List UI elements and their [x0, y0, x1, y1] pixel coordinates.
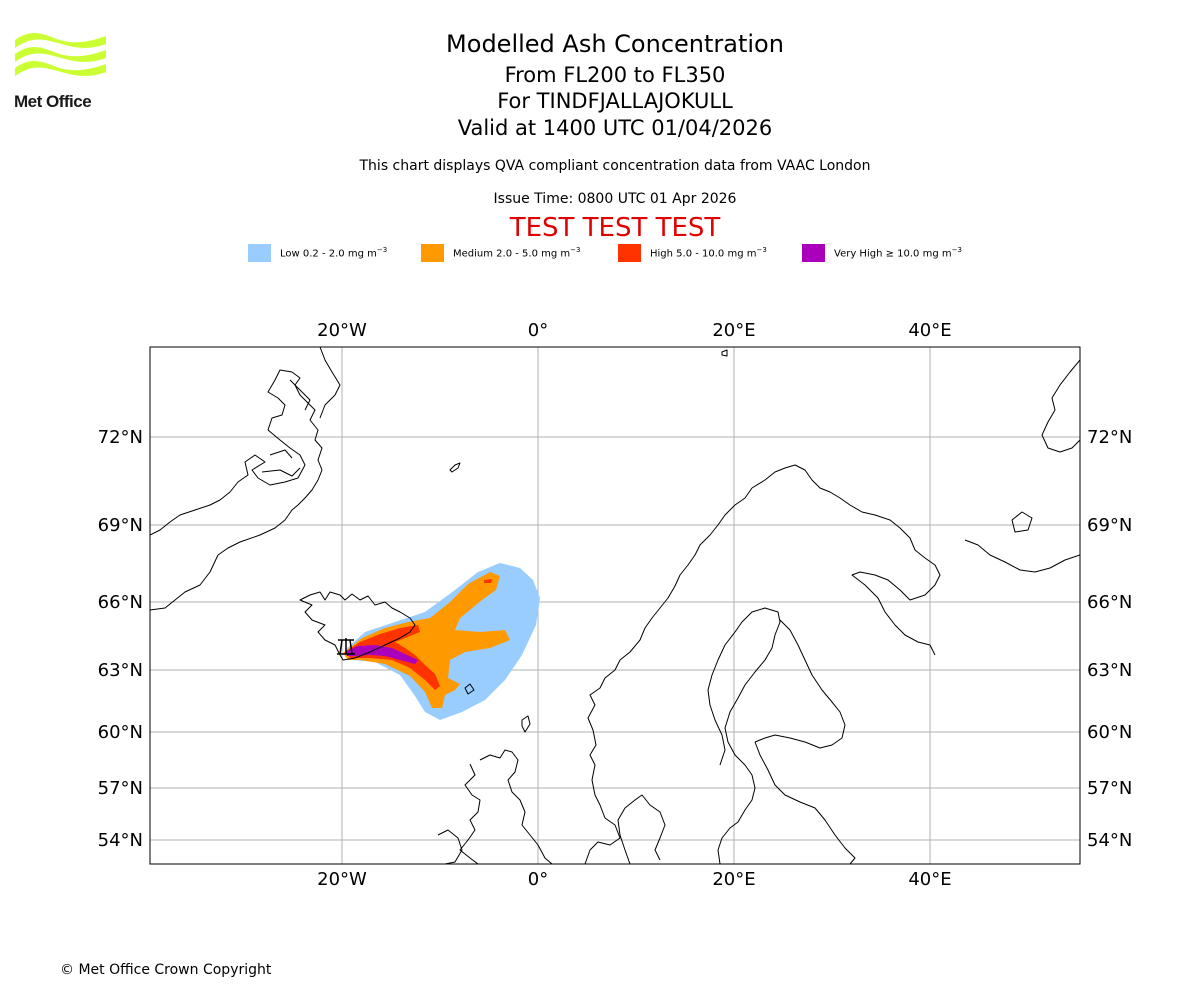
coastlines	[150, 347, 1080, 864]
coast-iceland	[299, 591, 416, 661]
lat-label-right-72n: 72°N	[1087, 427, 1132, 448]
issue-time: Issue Time: 0800 UTC 01 Apr 2026	[493, 191, 737, 207]
met-office-logo: Met Office	[14, 30, 108, 112]
volcano-marker-icon	[337, 638, 355, 655]
legend-label-high: High 5.0 - 10.0 mg m	[650, 248, 757, 260]
lon-label-bottom-20e: 20°E	[712, 869, 755, 890]
lat-label-left-57n: 57°N	[98, 778, 143, 799]
coast-baltic-states	[754, 741, 856, 864]
lat-label-left-54n: 54°N	[98, 830, 143, 851]
legend-swatch-very-high	[802, 244, 825, 262]
lat-label-left-69n: 69°N	[98, 515, 143, 536]
legend-label-medium: Medium 2.0 - 5.0 mg m	[453, 248, 571, 260]
volcano-name: For TINDFJALLAJOKULL	[497, 89, 733, 113]
legend-exp-high: −3	[756, 246, 767, 254]
coast-jan-mayen	[449, 462, 461, 473]
lat-label-left-60n: 60°N	[98, 722, 143, 743]
coast-greenland	[150, 369, 323, 611]
lat-label-right-66n: 66°N	[1087, 592, 1132, 613]
coast-denmark	[617, 794, 666, 864]
lon-label-top-20w: 20°W	[317, 320, 367, 341]
lat-label-left-63n: 63°N	[98, 660, 143, 681]
flight-level-range: From FL200 to FL350	[504, 63, 726, 87]
logo-text: Met Office	[14, 92, 92, 111]
map-frame	[149, 346, 1081, 865]
lon-label-top-40e: 40°E	[908, 320, 951, 341]
lon-label-top-0: 0°	[528, 320, 548, 341]
coast-ireland	[437, 829, 463, 864]
test-banner: TEST TEST TEST	[509, 213, 721, 243]
ash-high-spot	[484, 579, 492, 583]
axis-labels: 20°W 0° 20°E 40°E 20°W 0° 20°E 40°E 72°N…	[98, 320, 1133, 890]
lon-label-bottom-0: 0°	[528, 869, 548, 890]
lat-label-right-54n: 54°N	[1087, 830, 1132, 851]
lon-label-top-20e: 20°E	[712, 320, 755, 341]
legend-swatch-low	[248, 244, 271, 262]
legend-swatch-medium	[421, 244, 444, 262]
valid-time: Valid at 1400 UTC 01/04/2026	[457, 116, 773, 140]
legend-exp-medium: −3	[570, 246, 581, 254]
met-office-waves-icon	[15, 33, 106, 76]
lat-label-right-63n: 63°N	[1087, 660, 1132, 681]
legend-swatch-high	[618, 244, 641, 262]
chart-title: Modelled Ash Concentration	[446, 30, 784, 58]
legend-label-very-high: Very High ≥ 10.0 mg m	[834, 248, 952, 260]
lat-label-right-60n: 60°N	[1087, 722, 1132, 743]
ash-medium-region	[343, 572, 510, 708]
coast-greenland-fjords	[261, 347, 341, 477]
lat-label-right-69n: 69°N	[1087, 515, 1132, 536]
ash-plume	[343, 563, 540, 720]
chart-description: This chart displays QVA compliant concen…	[359, 158, 871, 174]
lon-label-bottom-20w: 20°W	[317, 869, 367, 890]
ash-very-high-region	[346, 645, 418, 664]
coast-sweden-finland	[707, 607, 846, 864]
lat-label-right-57n: 57°N	[1087, 778, 1132, 799]
coast-kola	[964, 511, 1080, 573]
lon-label-bottom-40e: 40°E	[908, 869, 951, 890]
coast-shetland	[521, 715, 531, 733]
coast-faroes	[464, 683, 475, 695]
lat-label-left-66n: 66°N	[98, 592, 143, 613]
map-background	[150, 347, 1080, 864]
coast-norway	[584, 464, 941, 864]
legend-exp-low: −3	[376, 246, 388, 254]
lat-label-left-72n: 72°N	[98, 427, 143, 448]
graticule	[150, 347, 1080, 864]
coast-bear-island	[721, 349, 728, 357]
legend-label-low: Low 0.2 - 2.0 mg m	[280, 248, 377, 260]
legend-exp-very-high: −3	[951, 246, 962, 254]
copyright: © Met Office Crown Copyright	[60, 962, 272, 978]
coast-novaya-zemlya	[1041, 359, 1080, 453]
